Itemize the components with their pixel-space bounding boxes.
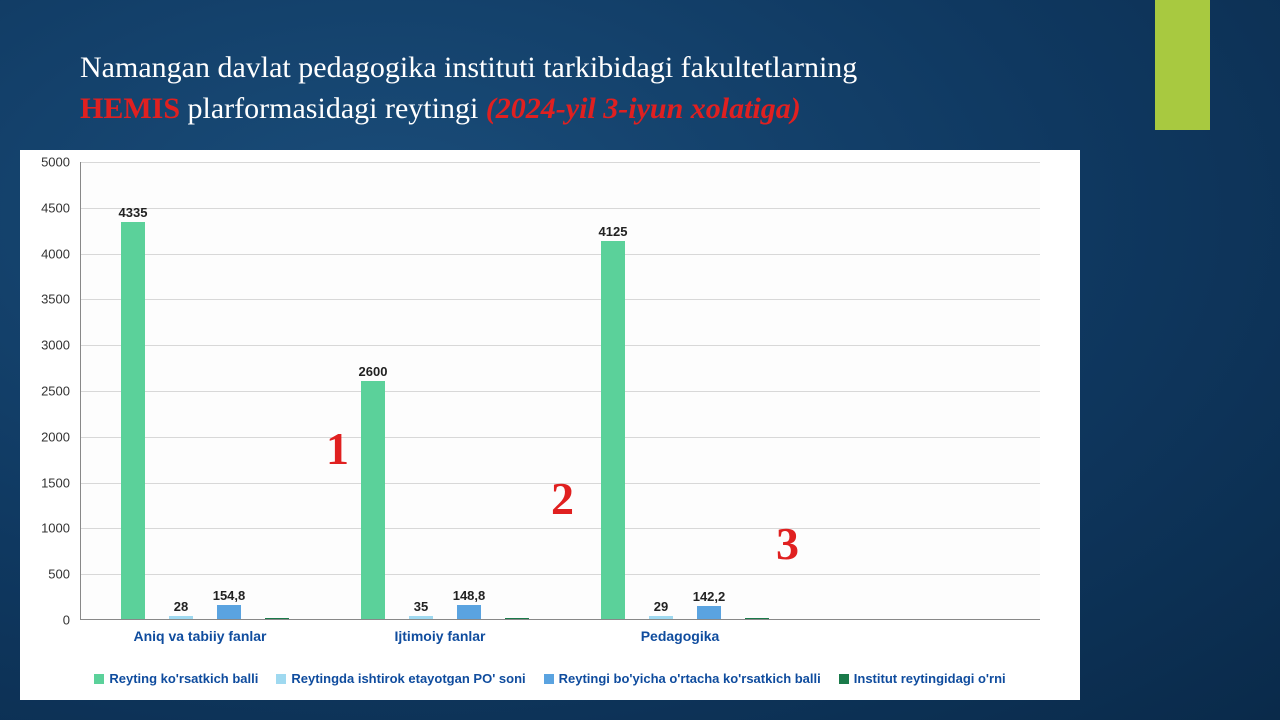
- ytick-label: 1000: [20, 521, 70, 536]
- grid-line: [81, 299, 1040, 300]
- legend-item: Reyting ko'rsatkich balli: [94, 671, 258, 686]
- bar: 4125: [601, 241, 625, 619]
- bar: 4335: [121, 222, 145, 619]
- legend-label: Reyting ko'rsatkich balli: [109, 671, 258, 686]
- bar-value-label: 154,8: [199, 588, 259, 605]
- bar: 35: [409, 616, 433, 619]
- grid-line: [81, 254, 1040, 255]
- grid-line: [81, 574, 1040, 575]
- rank-number: 2: [551, 472, 574, 525]
- rank-number: 3: [776, 517, 799, 570]
- title-line1: Namangan davlat pedagogika instituti tar…: [80, 51, 857, 84]
- bar: [745, 618, 769, 619]
- legend-swatch: [544, 674, 554, 684]
- ytick-label: 4500: [20, 200, 70, 215]
- bar-value-label: 4335: [103, 205, 163, 222]
- rank-number: 1: [326, 422, 349, 475]
- bar: 148,8: [457, 605, 481, 619]
- bar-value-label: 148,8: [439, 588, 499, 605]
- slide-title: Namangan davlat pedagogika instituti tar…: [80, 48, 1100, 129]
- accent-tab: [1155, 0, 1210, 130]
- ytick-label: 2500: [20, 384, 70, 399]
- bar: 28: [169, 616, 193, 619]
- bar-value-label: 4125: [583, 224, 643, 241]
- legend-label: Reytingi bo'yicha o'rtacha ko'rsatkich b…: [559, 671, 821, 686]
- legend-swatch: [276, 674, 286, 684]
- category-label: Aniq va tabiiy fanlar: [100, 628, 300, 644]
- bar: [265, 618, 289, 619]
- ytick-label: 1500: [20, 475, 70, 490]
- ytick-label: 5000: [20, 155, 70, 170]
- grid-line: [81, 162, 1040, 163]
- bar: 29: [649, 616, 673, 619]
- category-label: Ijtimoiy fanlar: [340, 628, 540, 644]
- ytick-label: 4000: [20, 246, 70, 261]
- ytick-label: 3000: [20, 338, 70, 353]
- title-hemis: HEMIS: [80, 92, 180, 125]
- plot-area: 4335 28 154,8 2600 35 148,8 4125 29 142,2 1 2 3: [80, 162, 1040, 620]
- legend-swatch: [94, 674, 104, 684]
- legend-item: Reytingda ishtirok etayotgan PO' soni: [276, 671, 525, 686]
- bar: 154,8: [217, 605, 241, 619]
- category-label: Pedagogika: [580, 628, 780, 644]
- title-mid: plarformasidagi reytingi: [180, 92, 486, 125]
- legend-swatch: [839, 674, 849, 684]
- bar: 142,2: [697, 606, 721, 619]
- bar: 2600: [361, 381, 385, 619]
- grid-line: [81, 345, 1040, 346]
- legend-label: Institut reytingidagi o'rni: [854, 671, 1006, 686]
- legend-label: Reytingda ishtirok etayotgan PO' soni: [291, 671, 525, 686]
- grid-line: [81, 437, 1040, 438]
- title-date: (2024-yil 3-iyun xolatiga): [486, 92, 801, 125]
- chart-legend: Reyting ko'rsatkich balli Reytingda ishti…: [20, 671, 1080, 686]
- ytick-label: 3500: [20, 292, 70, 307]
- ytick-label: 0: [20, 613, 70, 628]
- legend-item: Reytingi bo'yicha o'rtacha ko'rsatkich b…: [544, 671, 821, 686]
- grid-line: [81, 208, 1040, 209]
- ytick-label: 500: [20, 567, 70, 582]
- ytick-label: 2000: [20, 429, 70, 444]
- bar: [505, 618, 529, 619]
- grid-line: [81, 391, 1040, 392]
- grid-line: [81, 528, 1040, 529]
- bar-value-label: 2600: [343, 364, 403, 381]
- slide-root: Namangan davlat pedagogika instituti tar…: [0, 0, 1280, 720]
- chart-panel: 4335 28 154,8 2600 35 148,8 4125 29 142,2 1 2 3 Rey…: [20, 150, 1080, 700]
- legend-item: Institut reytingidagi o'rni: [839, 671, 1006, 686]
- bar-value-label: 142,2: [679, 589, 739, 606]
